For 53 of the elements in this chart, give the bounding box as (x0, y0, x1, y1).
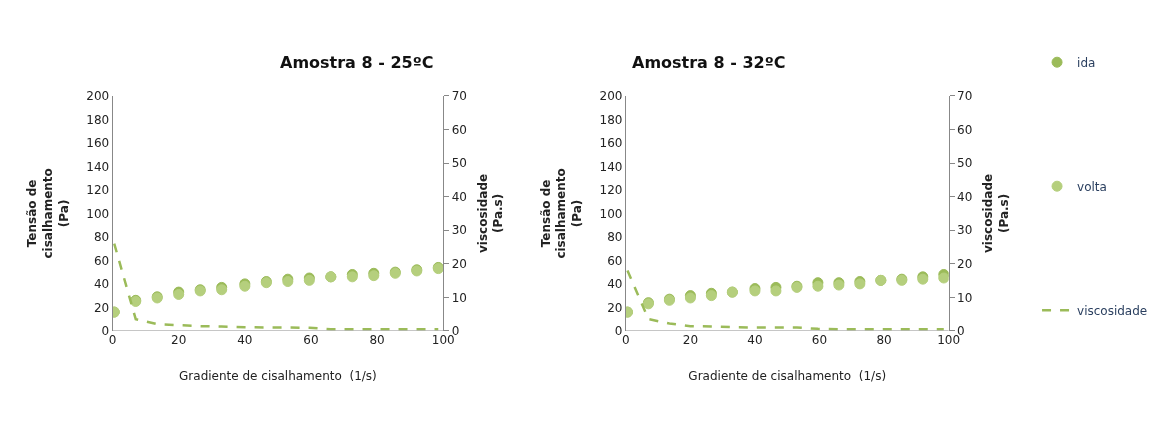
y-tick-label: 100 (599, 206, 623, 221)
y-tick-label: 80 (93, 230, 110, 245)
y2-tick-label: 20 (451, 256, 467, 271)
y-tick-label: 200 (599, 89, 623, 104)
y2-tick-label: 30 (451, 223, 467, 238)
y2-axis-title: viscosidade (Pa.s) (475, 173, 506, 253)
chart-title: Amostra 8 - 25ºC (280, 53, 434, 72)
y-tick-label: 160 (86, 136, 110, 151)
y-tick-label: 20 (93, 300, 110, 315)
legend-label: viscosidade (1077, 303, 1148, 318)
y2-tick-label: 50 (957, 156, 973, 171)
legend-label: ida (1077, 55, 1096, 70)
x-tick-label: 20 (682, 332, 699, 347)
y-tick-label: 20 (607, 300, 623, 315)
y2-axis-title: viscosidade (Pa.s) (981, 173, 1011, 253)
y2-tick-label: 60 (957, 122, 973, 137)
x-tick-label: 40 (747, 332, 763, 347)
y-tick-label: 180 (86, 112, 110, 127)
x-axis-title: Gradiente de cisalhamento (1/s) (688, 368, 887, 383)
x-tick-label: 20 (171, 332, 187, 347)
y2-tick-label: 10 (451, 290, 467, 305)
x-tick-label: 60 (303, 332, 319, 347)
y-tick-label: 60 (93, 253, 110, 268)
x-tick-label: 40 (237, 332, 253, 347)
y2-tick-label: 30 (957, 223, 973, 238)
y-tick-label: 140 (599, 159, 623, 174)
y-tick-label: 200 (86, 89, 110, 104)
y-tick-label: 100 (86, 206, 110, 221)
y-tick-label: 120 (86, 183, 110, 198)
y-axis-title: Tensão de cisalhamento (Pa) (538, 168, 584, 259)
y-tick-label: 120 (599, 183, 623, 198)
y-tick-label: 180 (599, 112, 623, 127)
x-tick-label: 80 (876, 332, 892, 347)
y-tick-label: 80 (607, 230, 623, 245)
x-axis-title: Gradiente de cisalhamento (1/s) (179, 368, 377, 383)
x-tick-label: 60 (811, 332, 828, 347)
legend-label: volta (1077, 179, 1107, 194)
y-axis-title: Tensão de cisalhamento (Pa) (25, 168, 71, 259)
x-tick-label: 80 (369, 332, 385, 347)
y2-tick-label: 40 (957, 189, 973, 204)
chart-title: Amostra 8 - 32ºC (632, 53, 786, 72)
y-tick-label: 160 (599, 136, 623, 151)
y2-tick-label: 20 (957, 256, 973, 271)
y2-tick-label: 40 (451, 189, 467, 204)
y2-tick-label: 50 (451, 156, 467, 171)
y2-tick-label: 60 (451, 122, 467, 137)
y-tick-label: 40 (93, 277, 110, 292)
y-tick-label: 140 (86, 159, 110, 174)
y2-tick-label: 70 (957, 89, 973, 104)
y-tick-label: 60 (607, 253, 623, 268)
y2-tick-label: 10 (957, 290, 973, 305)
y-tick-label: 40 (607, 277, 623, 292)
y2-tick-label: 70 (451, 89, 467, 104)
